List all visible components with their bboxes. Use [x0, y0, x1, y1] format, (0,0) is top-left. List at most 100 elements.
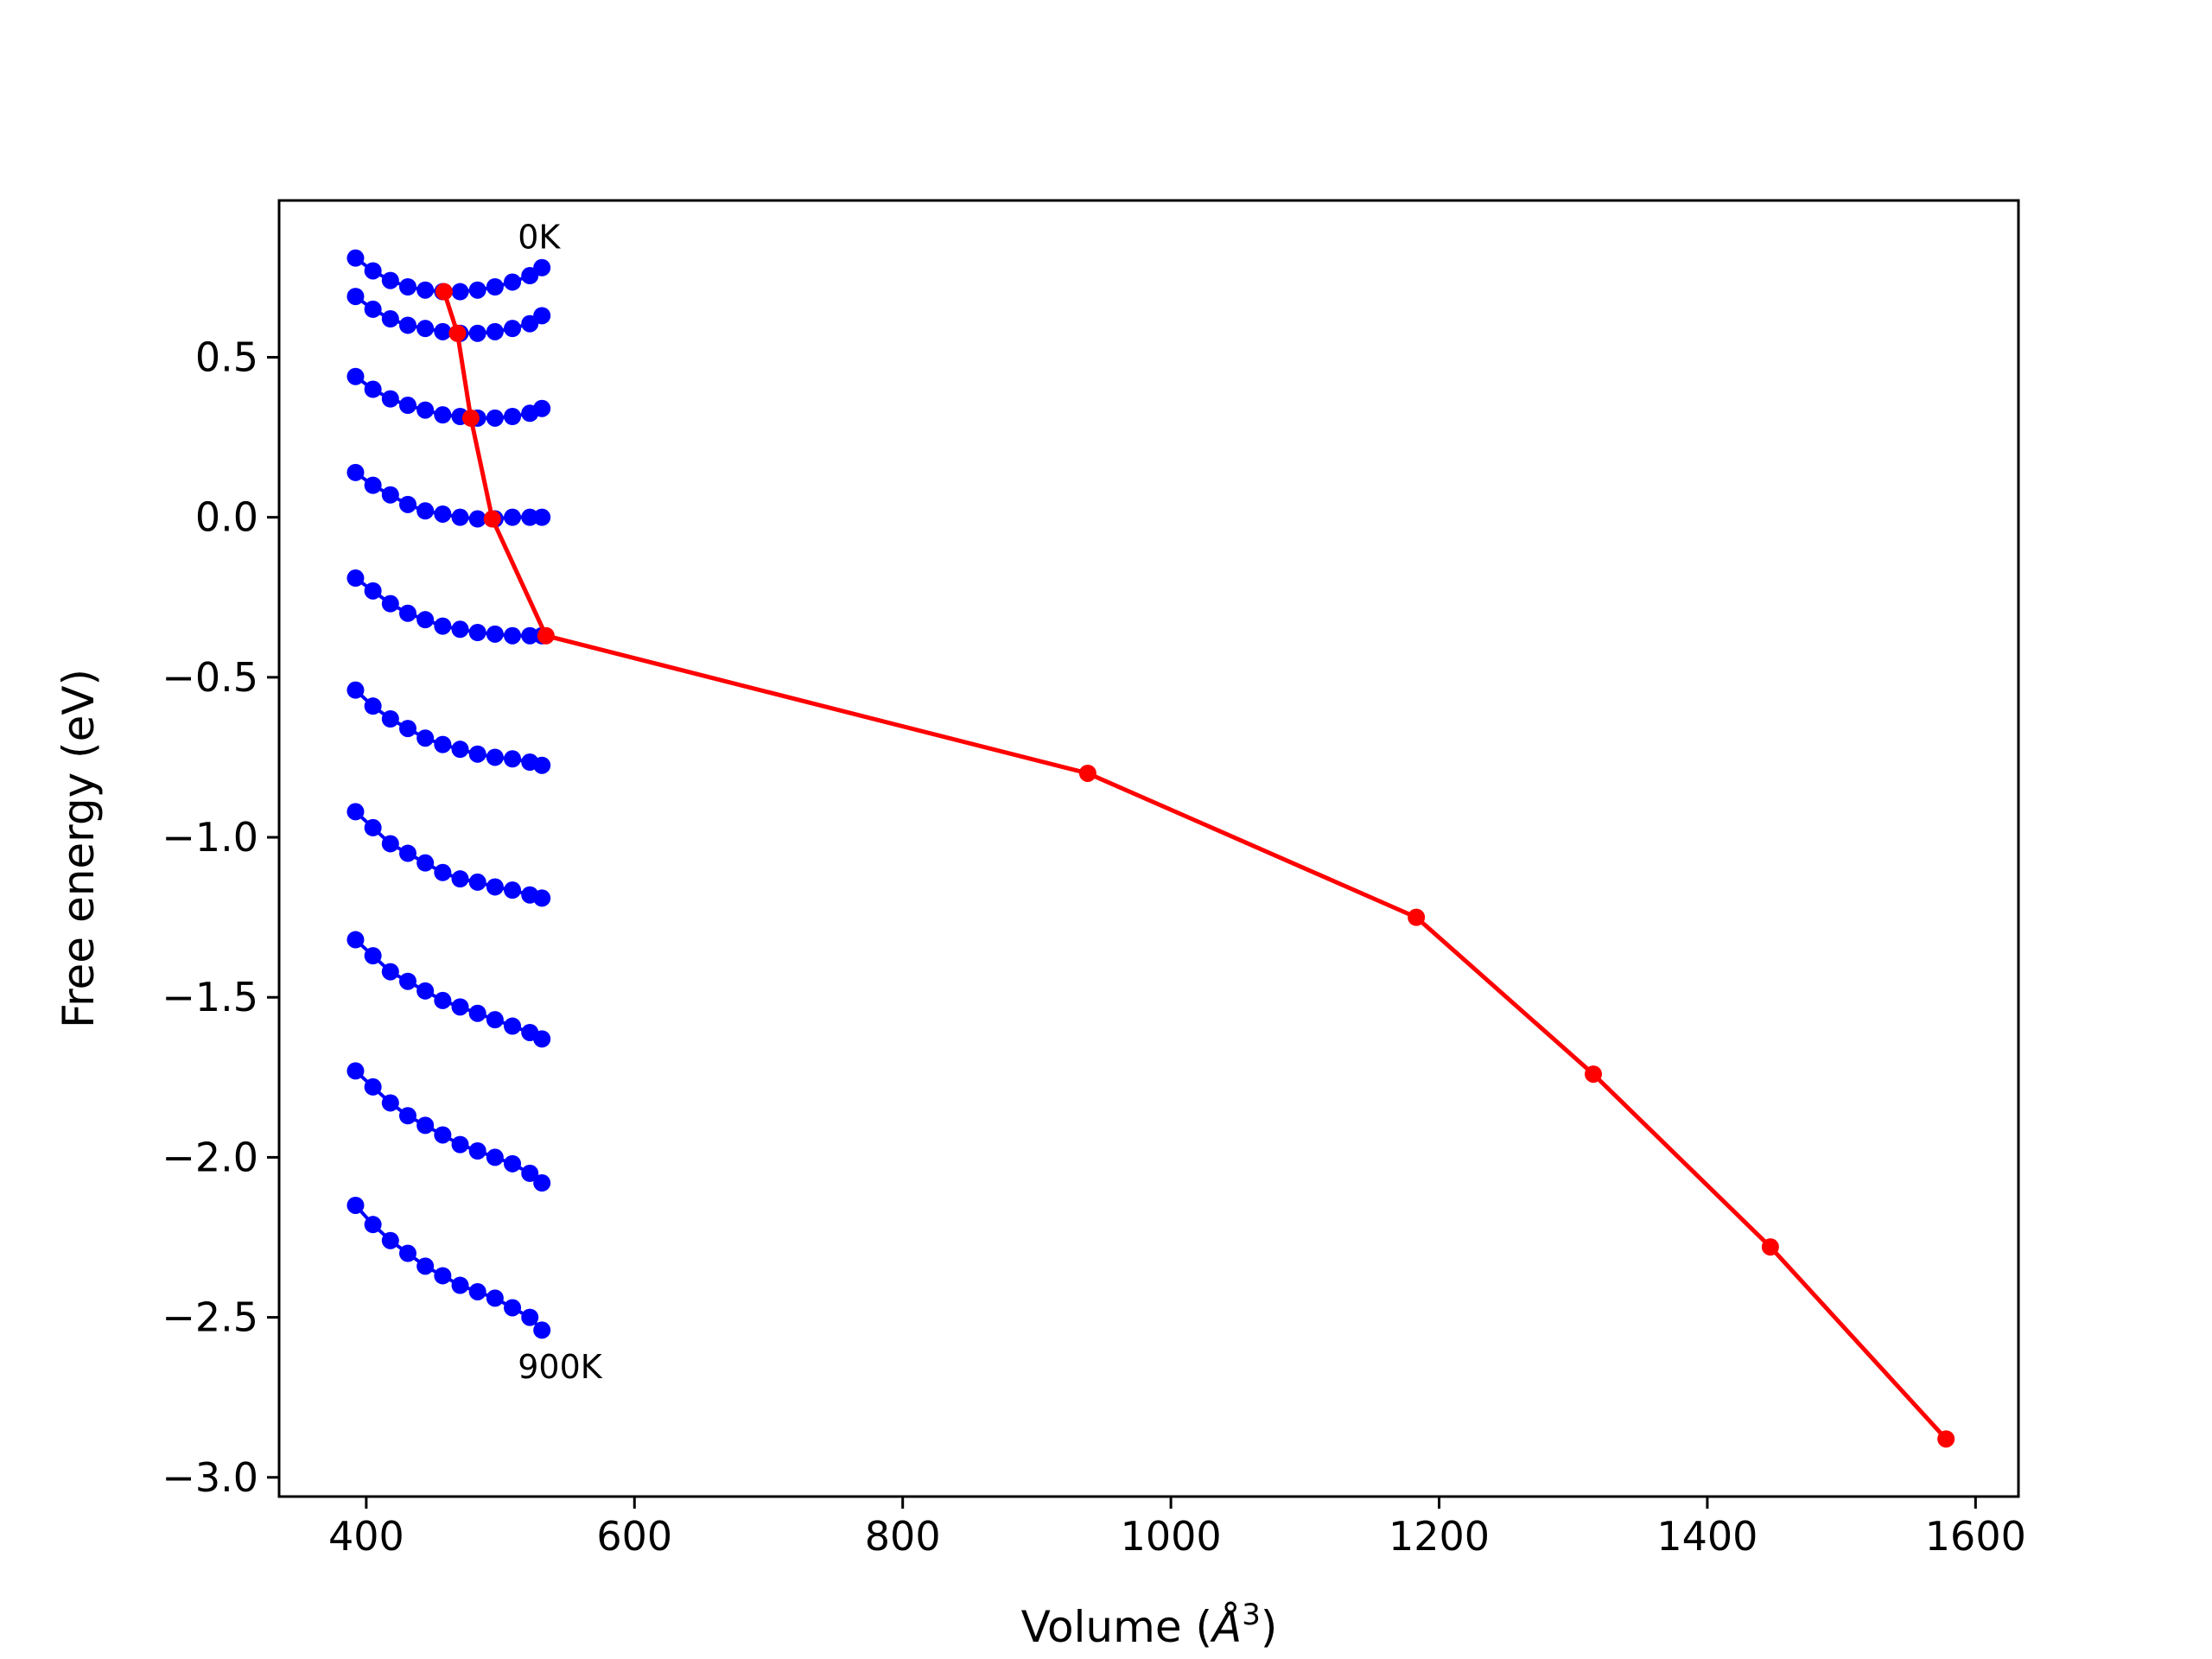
y-tick-label: −1.5 [162, 974, 258, 1020]
isotherm-point [398, 844, 416, 862]
axes-ticks: 400 600 800 1000 1200 1400 1600 0.5 0.0 −0.5 −1.0 −… [162, 334, 2026, 1560]
isotherm-point [381, 486, 399, 504]
isotherm-point [533, 756, 551, 774]
minimum-point [483, 510, 501, 528]
isotherm-point [416, 320, 435, 338]
isotherm-point [364, 300, 382, 318]
x-tick-label: 1600 [1925, 1513, 2026, 1560]
temperature-annotation: 0K [518, 219, 561, 257]
isotherm-point [504, 1017, 522, 1035]
isotherm-point [451, 620, 469, 639]
isotherm-point [416, 611, 435, 629]
isotherm-point [346, 803, 365, 821]
isotherm-point [533, 1030, 551, 1048]
isotherm-point [486, 1148, 504, 1166]
y-tick-label: 0.5 [195, 334, 258, 380]
isotherm-point [364, 697, 382, 715]
isotherm-point [468, 281, 486, 299]
isotherm-point [486, 1289, 504, 1307]
y-tick-label: 0.0 [195, 494, 258, 541]
isotherm-point [486, 322, 504, 340]
isotherm-point [504, 626, 522, 645]
isotherm-point [451, 741, 469, 759]
isotherm-point [398, 278, 416, 296]
isotherm-point [451, 998, 469, 1016]
minimum-point [461, 409, 480, 427]
y-tick-label: −3.0 [162, 1454, 258, 1501]
isotherm-point [468, 510, 486, 528]
y-tick-label: −1.0 [162, 814, 258, 861]
isotherm-point [416, 502, 435, 520]
isotherm-point [521, 1164, 539, 1182]
isotherm-point [434, 322, 452, 340]
plot-frame [277, 199, 2020, 1498]
y-tick-label: −2.0 [162, 1134, 258, 1180]
isotherm-point [468, 873, 486, 891]
isotherm-point [381, 963, 399, 981]
isotherm-point [364, 380, 382, 398]
minimum-point [1937, 1430, 1955, 1448]
isotherm-point [364, 582, 382, 600]
isotherm-point [346, 569, 365, 588]
isotherm-point [398, 604, 416, 622]
isotherm-point [346, 288, 365, 306]
isotherm-series [346, 931, 551, 1048]
isotherm-point [486, 748, 504, 766]
minimum-point [1761, 1238, 1779, 1256]
isotherm-point [381, 271, 399, 289]
isotherm-point [451, 508, 469, 526]
isotherm-point [486, 278, 504, 296]
isotherm-point [434, 406, 452, 424]
isotherm-point [346, 1196, 365, 1214]
isotherm-point [468, 1004, 486, 1022]
isotherm-series [346, 803, 551, 907]
isotherm-point [364, 1216, 382, 1234]
isotherm-point [504, 508, 522, 526]
minimum-point [1408, 908, 1426, 926]
isotherm-point [468, 324, 486, 342]
isotherm-point [486, 625, 504, 643]
isotherm-point [434, 1267, 452, 1285]
isotherm-series [346, 681, 551, 774]
x-tick-label: 1400 [1656, 1513, 1758, 1560]
isotherm-point [533, 889, 551, 907]
isotherm-point [504, 273, 522, 291]
isotherm-point [416, 729, 435, 747]
isotherm-point [504, 1299, 522, 1317]
isotherm-point [398, 972, 416, 990]
isotherm-point [381, 1231, 399, 1249]
isotherm-point [381, 594, 399, 613]
isotherm-point [398, 1244, 416, 1262]
isotherm-point [364, 818, 382, 836]
x-axis-label: Volume (Å3) [1021, 1598, 1278, 1652]
isotherm-point [416, 401, 435, 419]
isotherm-point [533, 1321, 551, 1339]
isotherm-point [504, 1154, 522, 1173]
isotherm-series [346, 463, 551, 528]
isotherm-point [533, 1174, 551, 1192]
isotherm-point [364, 947, 382, 965]
isotherm-point [346, 931, 365, 949]
x-tick-label: 1000 [1121, 1513, 1222, 1560]
x-tick-label: 400 [328, 1513, 404, 1560]
isotherm-point [416, 1257, 435, 1275]
x-tick-label: 1200 [1389, 1513, 1490, 1560]
isotherm-point [468, 624, 486, 641]
temperature-annotation: 900K [518, 1348, 603, 1386]
isotherm-point [533, 399, 551, 417]
minimum-point [435, 283, 453, 301]
isotherm-point [416, 281, 435, 299]
y-tick-label: −2.5 [162, 1294, 258, 1341]
minimum-point [448, 324, 467, 342]
isotherm-point [381, 310, 399, 328]
isotherm-series [346, 367, 551, 427]
isotherm-point [533, 307, 551, 325]
isotherm-point [346, 367, 365, 385]
isotherm-point [434, 863, 452, 881]
isotherm-point [346, 681, 365, 699]
isotherm-point [451, 870, 469, 888]
isotherm-series [346, 1196, 551, 1339]
y-axis-label: Free energy (eV) [54, 669, 104, 1028]
isotherm-point [364, 262, 382, 280]
